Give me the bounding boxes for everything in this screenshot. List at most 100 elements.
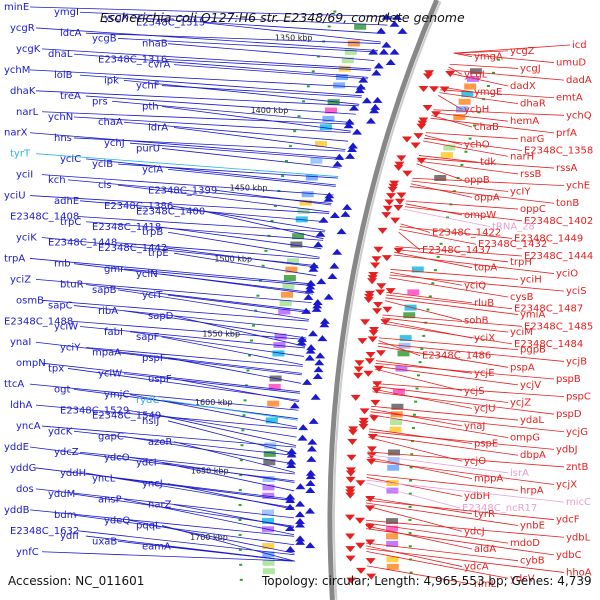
gene-leader-line (73, 430, 296, 456)
forward-gene-arrow (319, 321, 330, 328)
gene-leader-line (29, 132, 344, 159)
track-tick (468, 137, 472, 140)
topology-label: Topology: circular; Length: 4,965,553 bp… (262, 574, 592, 588)
feature-block (262, 568, 275, 575)
reverse-gene-arrow (393, 164, 404, 171)
reverse-gene-arrow (413, 133, 424, 140)
gene-label-umuD: umuD (556, 58, 586, 69)
gene-leader-line (417, 157, 555, 169)
forward-gene-arrow (340, 210, 351, 217)
feature-block (283, 275, 296, 282)
gene-label-E2348C_1444: E2348C_1444 (524, 251, 593, 262)
reverse-gene-arrow (365, 352, 376, 359)
feature-block (386, 563, 399, 570)
gene-label-ychN: ychN (48, 112, 73, 123)
gene-label-yciT: yciT (142, 290, 163, 301)
feature-block (278, 308, 291, 315)
feature-block (327, 99, 340, 106)
forward-gene-arrow (313, 366, 324, 373)
gene-label-E2348C_1408: E2348C_1408 (10, 212, 79, 223)
gene-label-osmB: osmB (16, 295, 44, 306)
gene-label-ymiA: ymiA (520, 310, 545, 321)
track-tick (477, 111, 481, 114)
reverse-gene-arrow (367, 336, 378, 343)
track-tick (491, 71, 495, 74)
forward-gene-arrow (378, 48, 389, 55)
gene-label-rnb: rnb (54, 259, 71, 270)
gene-leader-line (73, 388, 298, 420)
gene-leader-line (366, 551, 509, 579)
gene-label-hemA: hemA (510, 116, 539, 127)
track-tick (408, 505, 412, 508)
gene-label-ycjX: ycjX (556, 480, 577, 491)
feature-block (263, 450, 276, 457)
forward-gene-arrow (312, 298, 323, 305)
forward-gene-arrow (308, 265, 319, 272)
feature-block (292, 233, 305, 240)
forward-gene-arrow (342, 203, 353, 210)
feature-block (301, 191, 314, 198)
forward-gene-arrow (306, 455, 317, 462)
gene-label-ycgZ: ycgZ (510, 46, 535, 57)
gene-label-btuR: btuR (60, 280, 84, 291)
feature-block (404, 304, 417, 311)
forward-gene-arrow (329, 262, 340, 269)
gene-leader-line (446, 72, 509, 87)
gene-leader-line (411, 180, 509, 192)
forward-gene-arrow (369, 107, 380, 114)
gene-label-ynbE: ynbE (520, 521, 545, 532)
gene-label-trpC: trpC (60, 217, 81, 228)
reverse-gene-arrow (384, 199, 395, 206)
feature-block (344, 48, 357, 55)
gene-leader-line (29, 6, 391, 18)
reverse-gene-arrow (358, 423, 369, 430)
feature-block (264, 442, 277, 449)
reverse-gene-arrow (345, 555, 356, 562)
gene-label-sohB: sohB (464, 315, 489, 326)
track-tick (238, 504, 242, 507)
gene-leader-line (167, 546, 295, 562)
gene-label-E2348C_1485: E2348C_1485 (524, 321, 593, 332)
gene-label-ansP: ansP (98, 494, 122, 505)
gene-label-cls: cls (98, 180, 112, 191)
feature-block (322, 115, 335, 122)
gene-label-E2348C_1437: E2348C_1437 (422, 245, 491, 256)
gene-label-yciW: yciW (98, 369, 122, 380)
gene-label-yciI: yciI (16, 170, 33, 181)
gene-label-yciM: yciM (510, 327, 533, 338)
feature-block (338, 65, 351, 72)
forward-gene-arrow (305, 283, 316, 290)
gene-leader-line (85, 95, 357, 115)
gene-leader-line (418, 155, 479, 163)
gene-leader-line (117, 478, 295, 502)
forward-gene-arrow (315, 230, 326, 237)
reverse-gene-arrow (381, 212, 392, 219)
feature-block (389, 426, 402, 433)
gene-leader-line (395, 246, 523, 257)
gene-leader-line (365, 519, 565, 538)
gene-leader-line (167, 357, 301, 384)
gene-label-ompN: ompN (16, 358, 46, 369)
track-tick (246, 369, 250, 372)
track-tick (460, 163, 464, 166)
gene-leader-line (405, 203, 463, 216)
reverse-gene-arrow (353, 366, 364, 373)
gene-label-E2348C_1315: E2348C_1315 (136, 18, 205, 29)
feature-block (290, 241, 303, 248)
gene-leader-line (73, 514, 295, 546)
feature-block (411, 266, 424, 273)
reverse-gene-arrow (385, 193, 396, 200)
forward-gene-arrow (343, 122, 354, 129)
gene-leader-line (73, 53, 369, 78)
gene-label-icd: icd (572, 40, 587, 51)
track-tick (414, 400, 418, 403)
forward-gene-arrow (305, 347, 316, 354)
gene-label-pspE: pspE (474, 438, 498, 449)
track-tick (410, 453, 414, 456)
gene-label-ydfI: ydfI (60, 531, 79, 542)
reverse-gene-arrow (355, 542, 366, 549)
gene-label-ydaL: ydaL (520, 415, 544, 426)
reverse-gene-arrow (359, 408, 370, 415)
gene-label-ldrA: ldrA (148, 122, 168, 133)
kbp-tick-label: 1400 kbp (251, 106, 289, 115)
